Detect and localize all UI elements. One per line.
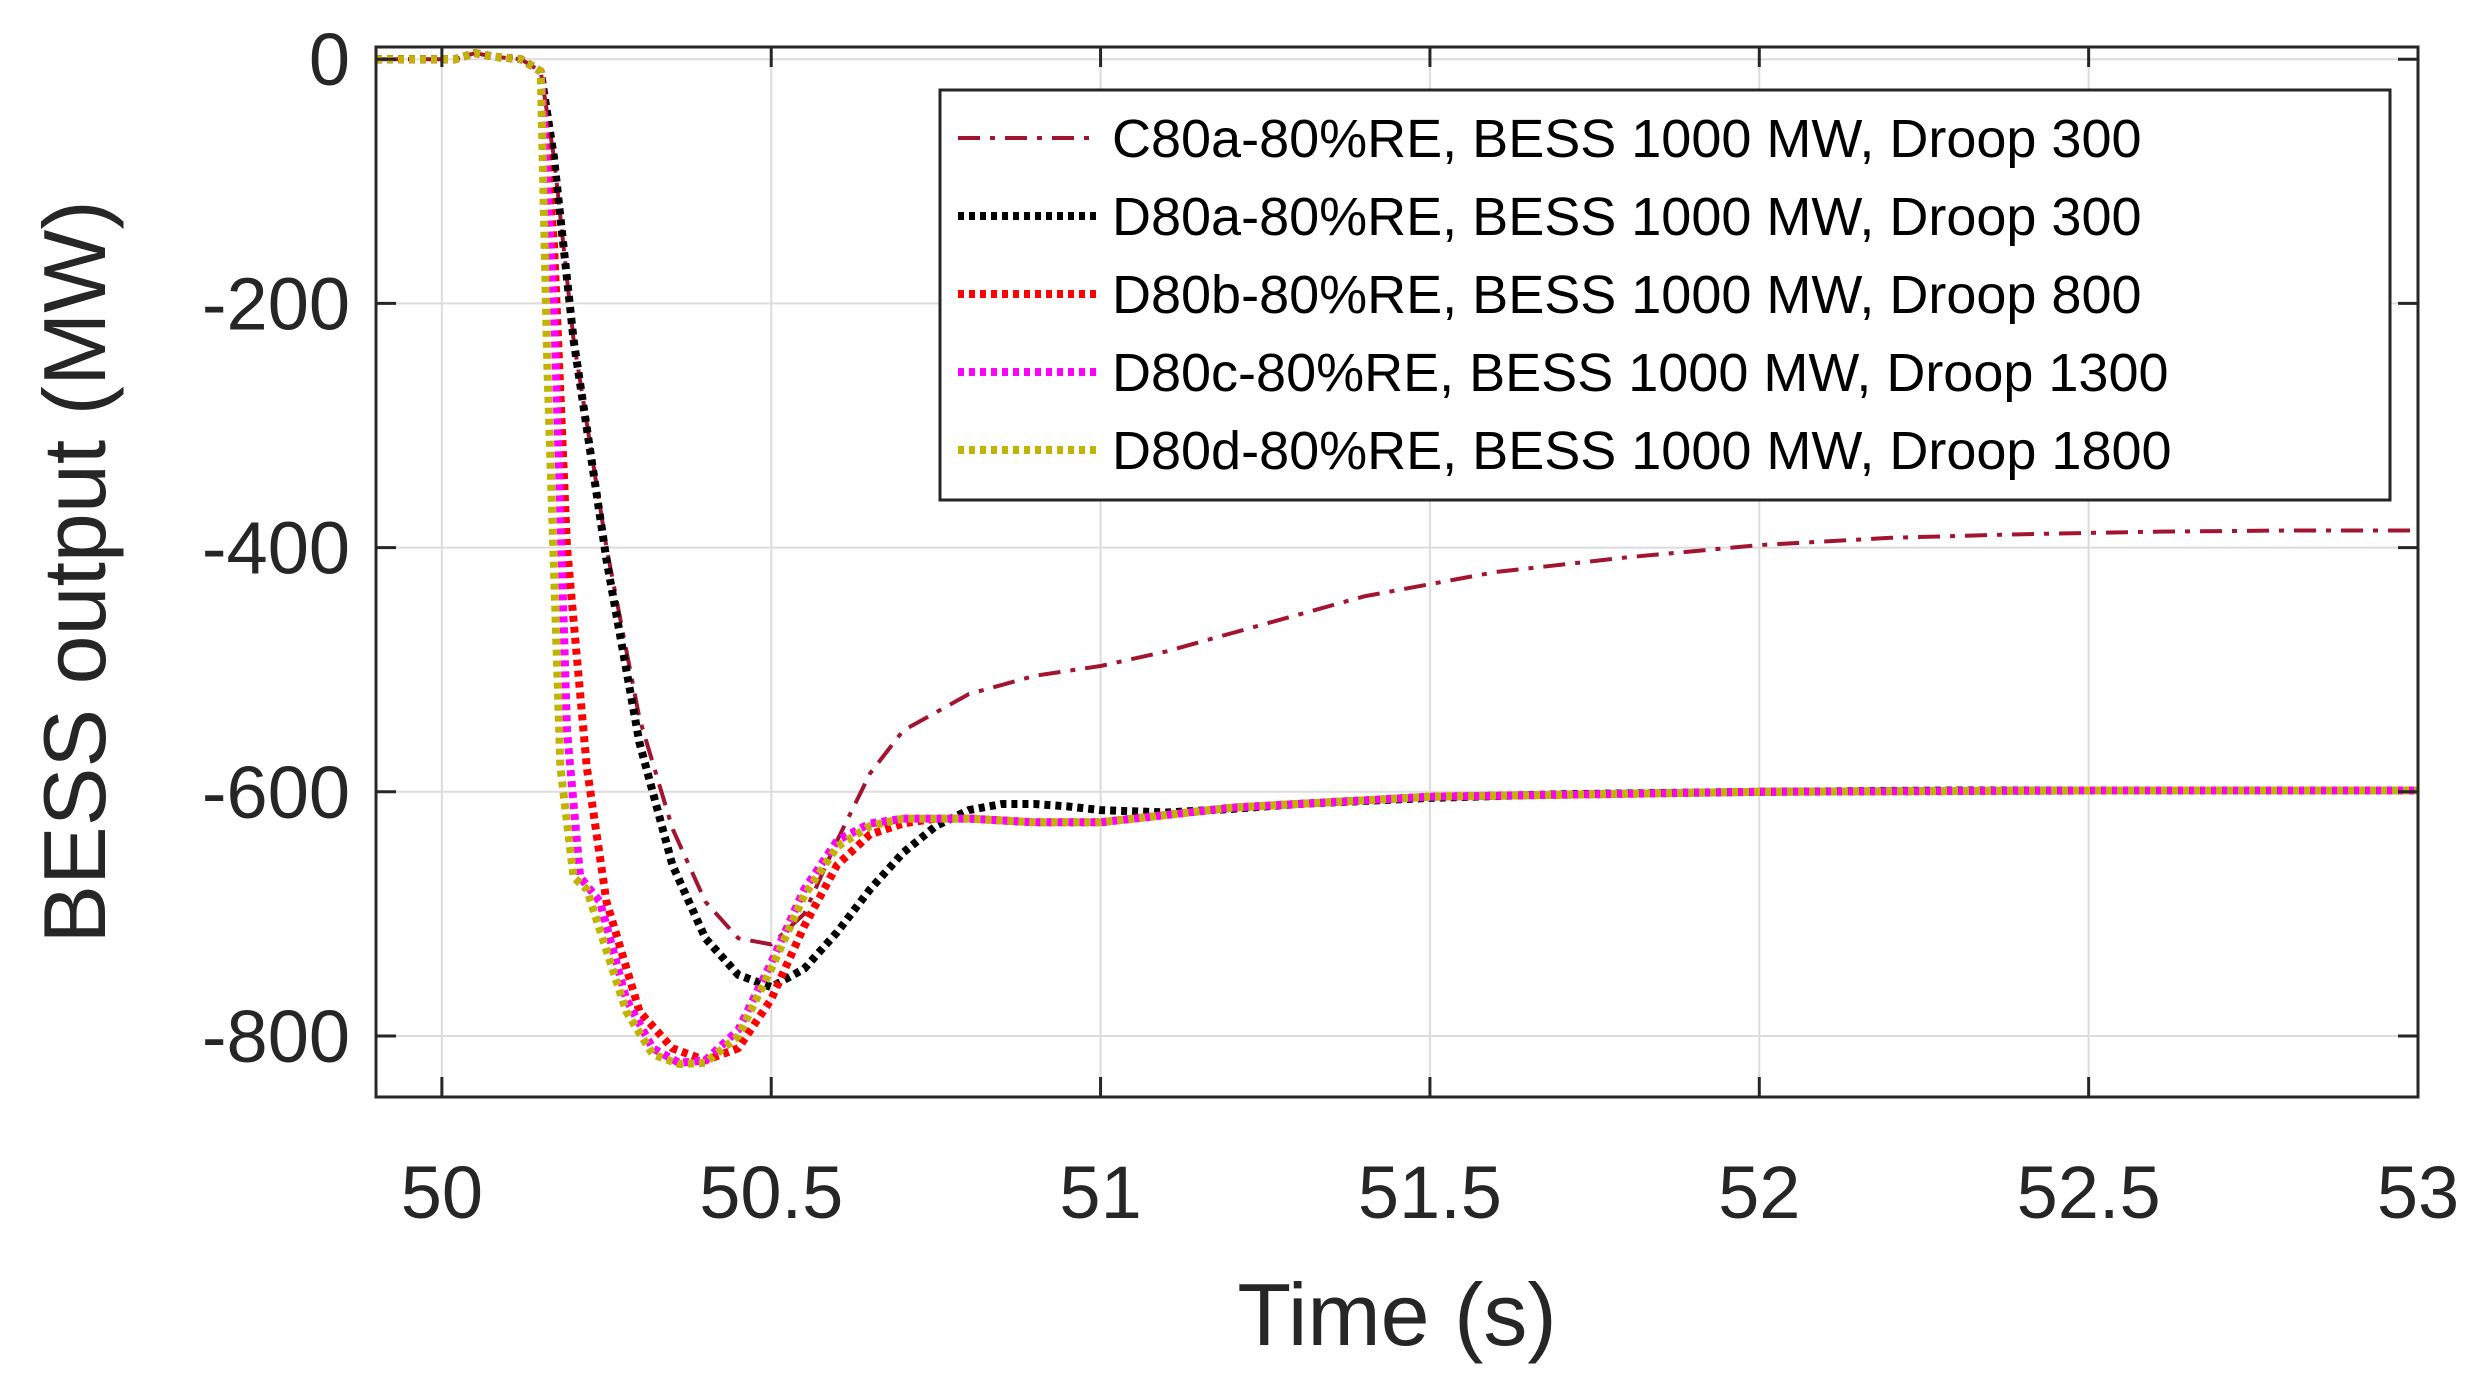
legend-box <box>938 88 2392 502</box>
series-line-5 <box>376 49 2418 1068</box>
x-tick-label: 50 <box>401 1151 483 1234</box>
y-tick-label: -400 <box>202 507 350 590</box>
series-layer <box>376 49 2418 1068</box>
x-tick-label: 53 <box>2377 1151 2459 1234</box>
legend-label-5: D80d-80%RE, BESS 1000 MW, Droop 1800 <box>1112 421 2172 481</box>
legend-label-4: D80c-80%RE, BESS 1000 MW, Droop 1300 <box>1112 343 2169 403</box>
x-tick-label: 50.5 <box>699 1151 843 1234</box>
x-axis-label: Time (s) <box>1237 1265 1556 1364</box>
ticks: 50 50.5 51 51.5 52 52.5 53 0 -200 -400 -600 -800 <box>202 18 2459 1234</box>
y-tick-label: -200 <box>202 262 350 345</box>
x-tick-label: 52 <box>1718 1151 1800 1234</box>
legend-label-2: D80a-80%RE, BESS 1000 MW, Droop 300 <box>1112 187 2142 247</box>
plot-frame <box>374 45 2420 1099</box>
series-line-1 <box>376 51 2418 947</box>
x-tick-label: 51.5 <box>1358 1151 1502 1234</box>
legend-label-3: D80b-80%RE, BESS 1000 MW, Droop 800 <box>1112 265 2142 325</box>
x-tick-label: 52.5 <box>2017 1151 2161 1234</box>
y-axis-label: BESS output (MW) <box>25 200 124 943</box>
legend-label-1: C80a-80%RE, BESS 1000 MW, Droop 300 <box>1112 109 2142 169</box>
legend: C80a-80%RE, BESS 1000 MW, Droop 300 D80a-… <box>938 88 2392 502</box>
y-tick-label: -600 <box>202 751 350 834</box>
y-tick-label: 0 <box>309 18 350 101</box>
x-tick-label: 51 <box>1059 1151 1141 1234</box>
y-tick-label: -800 <box>202 995 350 1078</box>
